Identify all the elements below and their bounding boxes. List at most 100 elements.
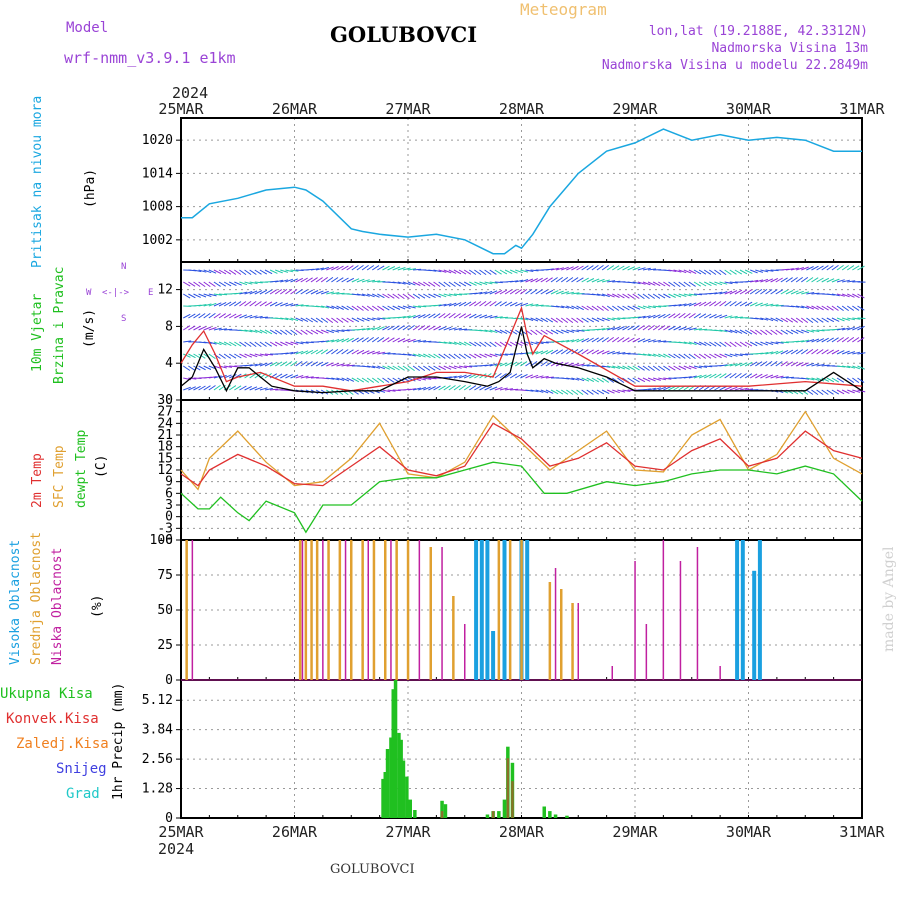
wind-barb [571, 292, 580, 295]
wind-barb [285, 269, 294, 273]
wind-barb [228, 313, 237, 319]
wind-barb [601, 350, 610, 355]
wind-barb [366, 293, 375, 298]
wind-barb [821, 317, 829, 323]
wind-barb [698, 353, 707, 359]
y-tick-label: 0 [165, 673, 173, 688]
wind-barb [760, 374, 768, 379]
precip-bar [491, 811, 495, 818]
wind-barb [703, 341, 712, 347]
wind-barb [744, 341, 753, 347]
wind-barb [372, 351, 381, 355]
wind-barb [259, 269, 268, 275]
wind-barb [806, 389, 814, 395]
wind-barb [285, 341, 294, 346]
bottom-title: GOLUBOVCI [330, 862, 415, 877]
wind-barb [601, 305, 609, 312]
wind-barb [760, 329, 768, 336]
wind-barb [341, 329, 350, 332]
wind-barb [826, 278, 835, 283]
wind-barb [698, 313, 707, 319]
wind-barb [254, 363, 263, 367]
wind-barb [816, 363, 825, 367]
wind-barb [857, 305, 865, 311]
wind-barb [407, 314, 416, 319]
wind-barb [474, 341, 482, 347]
wind-barb [765, 317, 774, 322]
wind-barb [402, 267, 411, 271]
wind-barb [208, 327, 217, 331]
wind-barb [280, 317, 289, 321]
wind-barb [821, 364, 830, 367]
wind-barb [295, 304, 304, 307]
wind-barb [407, 365, 415, 372]
wind-barb [244, 269, 252, 276]
wind-barb [469, 269, 477, 275]
wind-barb [438, 313, 446, 319]
wind-barb [540, 375, 549, 379]
wind-barb [683, 269, 692, 274]
wind-barb [760, 317, 769, 321]
wind-barb [423, 293, 431, 299]
cloud-bar [338, 540, 342, 680]
wind-barb [703, 353, 712, 359]
wind-barb [269, 289, 278, 295]
y-tick-label: 75 [157, 568, 173, 583]
y-tick-label: 0 [165, 393, 173, 408]
wind-barb [642, 338, 651, 343]
wind-barb [790, 290, 799, 295]
wind-barb [259, 387, 268, 391]
wind-barb [612, 280, 621, 283]
wind-barb [658, 377, 667, 381]
precip-bar [401, 760, 406, 818]
wind-barb [310, 277, 318, 283]
wind-barb [831, 278, 840, 283]
wind-barb [504, 388, 513, 391]
wind-barb [632, 365, 640, 371]
precip-legend-conv: Konvek.Kisa [6, 711, 99, 727]
wind-barb [785, 268, 794, 271]
wind-barb [290, 278, 299, 283]
wind-barb [341, 377, 350, 382]
wind-barb [816, 305, 824, 311]
wind-barb [274, 329, 283, 335]
year-top: 2024 [172, 84, 209, 102]
cloud-bar [191, 540, 194, 680]
wind-barb [765, 329, 773, 336]
wind-barb [550, 389, 559, 395]
wind-barb [800, 317, 809, 324]
wind-barb [632, 377, 640, 383]
cloud-bar [384, 540, 387, 680]
pressure-line [181, 128, 862, 255]
wind-barb [852, 351, 861, 355]
wind-barb [678, 341, 687, 344]
wind-barb [351, 278, 360, 283]
x-date-label-top: 30MAR [726, 100, 772, 118]
wind-barb [658, 340, 667, 343]
wind-barb [423, 325, 431, 331]
wind-barb [821, 305, 829, 311]
wind-barb [489, 315, 498, 319]
wind-barb [198, 293, 207, 298]
cloud-bar [361, 540, 364, 680]
cloud-bar [327, 540, 330, 680]
wind-barb [326, 305, 335, 309]
wind-barb [550, 290, 559, 295]
wind-barb [387, 377, 395, 383]
wind-barb [193, 325, 201, 331]
wind-barb [377, 351, 386, 355]
wind-barb [264, 362, 273, 367]
wind-barb [305, 376, 314, 379]
wind-barb [637, 325, 645, 331]
wind-barb [489, 386, 498, 391]
wind-barb [688, 365, 697, 370]
wind-barb [836, 377, 845, 383]
wind-barb [203, 269, 212, 274]
wind-barb [698, 374, 707, 379]
wind-barb [693, 341, 702, 346]
wind-barb [346, 349, 354, 355]
wind-barb [417, 325, 426, 331]
wind-barb [724, 269, 732, 275]
wind-barb [806, 377, 815, 381]
wind-barb [576, 389, 584, 396]
